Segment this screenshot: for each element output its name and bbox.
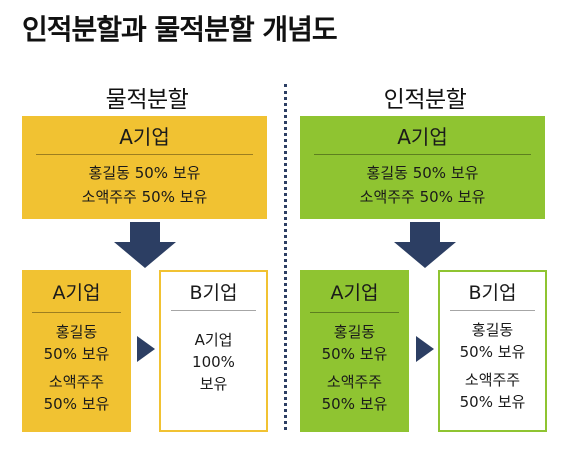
personal-top-holding-2: 소액주주 50% 보유 bbox=[359, 188, 486, 206]
physical-right-company-box: B기업 A기업 100% 보유 bbox=[159, 270, 268, 432]
physical-top-company-box: A기업 홍길동 50% 보유 소액주주 50% 보유 bbox=[22, 116, 267, 219]
section-divider bbox=[284, 84, 287, 430]
personal-right-holder-1: 홍길동 bbox=[471, 321, 514, 339]
physical-left-company-name: A기업 bbox=[52, 281, 101, 304]
physical-left-company-box: A기업 홍길동 50% 보유 소액주주 50% 보유 bbox=[22, 270, 131, 432]
personal-right-share-2: 50% 보유 bbox=[459, 393, 526, 411]
physical-left-share-1: 50% 보유 bbox=[43, 345, 110, 363]
personal-right-arrow-icon bbox=[416, 336, 434, 362]
physical-right-line-1: A기업 bbox=[194, 331, 233, 349]
physical-left-share-2: 50% 보유 bbox=[43, 395, 110, 413]
personal-top-company-name: A기업 bbox=[397, 124, 448, 149]
physical-top-holding-2: 소액주주 50% 보유 bbox=[81, 188, 208, 206]
divider-line bbox=[36, 154, 253, 155]
personal-left-share-1: 50% 보유 bbox=[321, 345, 388, 363]
personal-left-holder-2: 소액주주 bbox=[326, 373, 383, 391]
divider-line bbox=[310, 312, 399, 313]
personal-right-holder-2: 소액주주 bbox=[464, 371, 521, 389]
personal-left-company-name: A기업 bbox=[330, 281, 379, 304]
personal-down-arrow-icon bbox=[394, 222, 456, 268]
personal-top-company-box: A기업 홍길동 50% 보유 소액주주 50% 보유 bbox=[300, 116, 545, 219]
personal-right-share-1: 50% 보유 bbox=[459, 343, 526, 361]
physical-top-company-name: A기업 bbox=[119, 124, 170, 149]
personal-top-holding-1: 홍길동 50% 보유 bbox=[366, 164, 479, 182]
physical-left-holder-2: 소액주주 bbox=[48, 373, 105, 391]
divider-line bbox=[171, 310, 256, 311]
physical-split-heading: 물적분할 bbox=[105, 87, 189, 113]
personal-split-heading: 인적분할 bbox=[383, 87, 467, 113]
personal-right-company-name: B기업 bbox=[468, 281, 517, 304]
physical-top-holding-1: 홍길동 50% 보유 bbox=[88, 164, 201, 182]
divider-line bbox=[32, 312, 121, 313]
personal-left-company-box: A기업 홍길동 50% 보유 소액주주 50% 보유 bbox=[300, 270, 409, 432]
physical-right-line-3: 보유 bbox=[199, 375, 228, 393]
physical-right-line-2: 100% bbox=[192, 353, 235, 371]
divider-line bbox=[314, 154, 531, 155]
physical-down-arrow-icon bbox=[114, 222, 176, 268]
personal-right-company-box: B기업 홍길동 50% 보유 소액주주 50% 보유 bbox=[438, 270, 547, 432]
diagram-title: 인적분할과 물적분할 개념도 bbox=[22, 13, 338, 46]
personal-left-share-2: 50% 보유 bbox=[321, 395, 388, 413]
personal-left-holder-1: 홍길동 bbox=[333, 323, 376, 341]
physical-right-company-name: B기업 bbox=[189, 281, 238, 304]
divider-line bbox=[450, 310, 535, 311]
physical-right-arrow-icon bbox=[137, 336, 155, 362]
physical-left-holder-1: 홍길동 bbox=[55, 323, 98, 341]
